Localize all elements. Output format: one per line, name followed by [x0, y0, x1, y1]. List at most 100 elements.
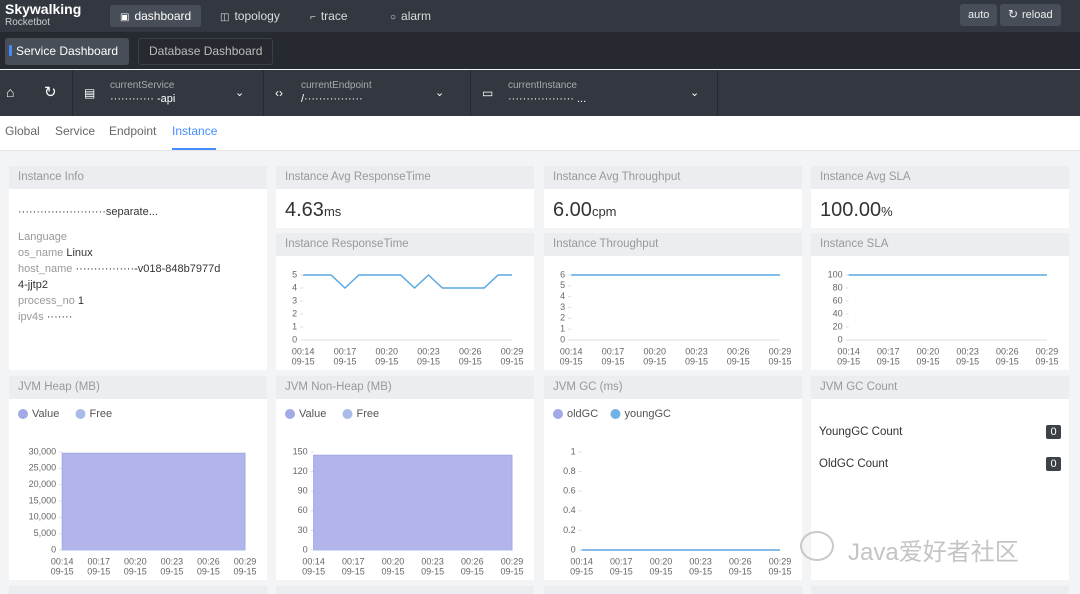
x-tick-sublabel: 09-15	[500, 356, 523, 366]
y-tick-label: 1	[560, 324, 565, 334]
x-tick-sublabel: 09-15	[124, 566, 147, 576]
x-tick-sublabel: 09-15	[500, 566, 523, 576]
x-tick-label: 00:29	[501, 346, 524, 356]
y-tick-label: 100	[828, 269, 843, 279]
x-tick-label: 00:29	[501, 556, 524, 566]
panel-title: JVM Non-Heap (MB)	[276, 376, 534, 399]
x-tick-sublabel: 09-15	[837, 356, 860, 366]
panel-partial	[544, 586, 802, 594]
legend-marker	[553, 409, 563, 419]
metric-value: 4.63	[285, 199, 324, 221]
selector-value[interactable]: ············ -api	[110, 93, 176, 105]
x-tick-sublabel: 09-15	[1035, 356, 1058, 366]
sub-tab[interactable]: Endpoint	[109, 124, 157, 138]
x-tick-label: 00:23	[685, 346, 708, 356]
sub-tab[interactable]: Instance	[172, 124, 218, 138]
x-tick-sublabel: 09-15	[87, 566, 110, 576]
dashboard-tab[interactable]: Database Dashboard	[138, 38, 274, 65]
x-tick-label: 00:23	[161, 556, 184, 566]
y-tick-label: 2	[292, 308, 297, 318]
reload-button[interactable]: reload	[1000, 4, 1061, 26]
x-tick-sublabel: 09-15	[302, 566, 325, 576]
panel-title: Instance SLA	[811, 233, 1069, 256]
field-row: Language	[18, 229, 223, 245]
x-tick-label: 00:14	[51, 556, 74, 566]
x-tick-label: 00:17	[602, 346, 625, 356]
lock-icon: ⌂	[6, 84, 15, 100]
instance-fields: Language os_name Linux host_name ·········…	[18, 229, 223, 325]
x-tick-label: 00:26	[727, 346, 750, 356]
sub-tab[interactable]: Service	[55, 124, 96, 138]
x-tick-label: 00:17	[87, 556, 110, 566]
y-tick-label: 10,000	[29, 512, 57, 522]
dashboard-tab[interactable]: Service Dashboard	[5, 38, 130, 65]
nav-tab[interactable]: ○ alarm	[380, 5, 441, 27]
legend-label: Value	[299, 408, 326, 420]
y-tick-label: 40	[833, 308, 843, 318]
separator	[263, 70, 264, 116]
y-tick-label: 0	[51, 544, 56, 554]
separator	[717, 70, 718, 116]
field-key: ipv4s	[18, 311, 44, 323]
metric-value: 100.00	[820, 199, 882, 221]
legend-label: oldGC	[567, 408, 598, 420]
area	[61, 452, 246, 551]
nav-tab[interactable]: ◫ topology	[210, 5, 290, 27]
field-key: host_name	[18, 263, 73, 275]
selector-bar	[0, 70, 1080, 116]
nav-tab[interactable]: ⌐ trace	[300, 5, 358, 27]
field-row: ipv4s ·······	[18, 309, 223, 325]
x-tick-sublabel: 09-15	[197, 566, 220, 576]
x-tick-label: 00:14	[302, 556, 325, 566]
x-tick-label: 00:29	[769, 346, 792, 356]
metric: 4.63ms	[285, 199, 341, 222]
x-tick-label: 00:23	[417, 346, 440, 356]
x-tick-label: 00:17	[342, 556, 365, 566]
metric: 100.00%	[820, 199, 893, 222]
panel: Instance Avg SLA 100.00%	[811, 166, 1069, 228]
auto-button[interactable]: auto	[960, 4, 998, 26]
y-tick-label: 30,000	[29, 446, 57, 456]
x-tick-label: 00:23	[956, 346, 979, 356]
x-tick-sublabel: 09-15	[570, 566, 593, 576]
y-tick-label: 60	[298, 505, 308, 515]
legend-label: Free	[357, 408, 380, 420]
x-tick-label: 00:20	[650, 556, 673, 566]
selector-value[interactable]: ·················· ...	[508, 93, 587, 105]
x-tick-label: 00:26	[996, 346, 1019, 356]
y-tick-label: 60	[833, 295, 843, 305]
y-tick-label: 5	[292, 269, 297, 279]
selector-value[interactable]: /················	[301, 93, 363, 105]
x-tick-sublabel: 09-15	[649, 566, 672, 576]
field-value: ················-v018-848b7977d4-jjtp2	[18, 263, 221, 291]
y-tick-label: 0	[560, 334, 565, 344]
active-marker	[9, 45, 12, 56]
field-key: Language	[18, 231, 67, 243]
separator	[470, 70, 471, 116]
chevron[interactable]: ⌄	[435, 87, 445, 99]
metric: 6.00cpm	[553, 199, 617, 222]
chart: 02040608010000:1409-1500:1709-1500:2009-…	[828, 269, 1059, 366]
y-tick-label: 15,000	[29, 495, 57, 505]
sub-tab[interactable]: Global	[5, 124, 40, 138]
chart: Value Free030609012015000:1409-1500:1709-…	[285, 408, 524, 576]
chevron[interactable]: ⌄	[690, 87, 700, 99]
watermark-icon	[800, 531, 834, 561]
sub-tab-bar	[0, 116, 1080, 151]
nav-tab[interactable]: ▣ dashboard	[110, 5, 202, 27]
logo-sub: Rocketbot	[5, 17, 51, 28]
x-tick-sublabel: 09-15	[342, 566, 365, 576]
reload-icon: ↻	[1008, 7, 1019, 21]
y-tick-label: 0.2	[563, 525, 576, 535]
x-tick-sublabel: 09-15	[233, 566, 256, 576]
x-tick-sublabel: 09-15	[689, 566, 712, 576]
nav-tab-label: dashboard	[134, 9, 192, 23]
x-tick-label: 00:20	[124, 556, 147, 566]
area	[313, 454, 513, 551]
x-tick-sublabel: 09-15	[461, 566, 484, 576]
x-tick-sublabel: 09-15	[877, 356, 900, 366]
separator	[72, 70, 73, 116]
chevron[interactable]: ⌄	[235, 87, 245, 99]
x-tick-label: 00:20	[375, 346, 398, 356]
